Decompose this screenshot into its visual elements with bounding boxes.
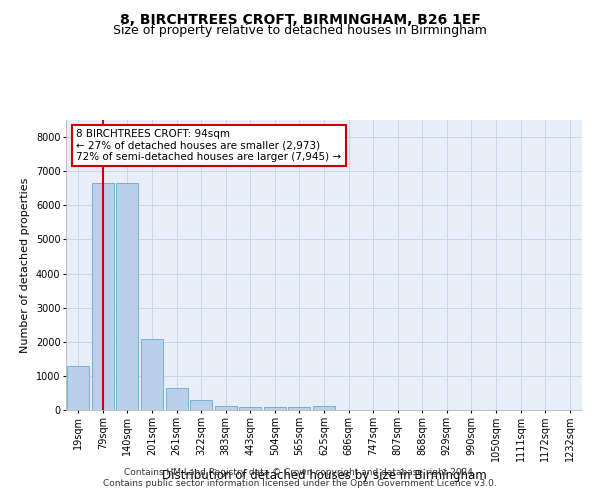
Bar [141, 340, 163, 410]
Bar [67, 366, 89, 410]
Bar [92, 183, 114, 410]
Bar [264, 407, 286, 410]
Bar [313, 406, 335, 410]
Bar [116, 183, 139, 410]
Text: Contains HM Land Registry data © Crown copyright and database right 2024.
Contai: Contains HM Land Registry data © Crown c… [103, 468, 497, 487]
Text: 8, BIRCHTREES CROFT, BIRMINGHAM, B26 1EF: 8, BIRCHTREES CROFT, BIRMINGHAM, B26 1EF [119, 12, 481, 26]
Bar [190, 400, 212, 410]
Bar [166, 388, 188, 410]
Text: Size of property relative to detached houses in Birmingham: Size of property relative to detached ho… [113, 24, 487, 37]
Text: 8 BIRCHTREES CROFT: 94sqm
← 27% of detached houses are smaller (2,973)
72% of se: 8 BIRCHTREES CROFT: 94sqm ← 27% of detac… [76, 128, 341, 162]
Y-axis label: Number of detached properties: Number of detached properties [20, 178, 30, 352]
Bar [215, 406, 237, 410]
Bar [289, 407, 310, 410]
Bar [239, 407, 262, 410]
X-axis label: Distribution of detached houses by size in Birmingham: Distribution of detached houses by size … [161, 470, 487, 482]
